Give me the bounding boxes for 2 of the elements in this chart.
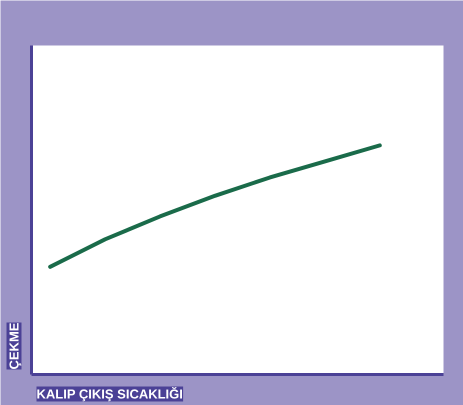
y-axis-title: ÇEKME — [6, 322, 22, 370]
x-axis-title: KALIP ÇIKIŞ SICAKLIĞI — [36, 386, 183, 402]
